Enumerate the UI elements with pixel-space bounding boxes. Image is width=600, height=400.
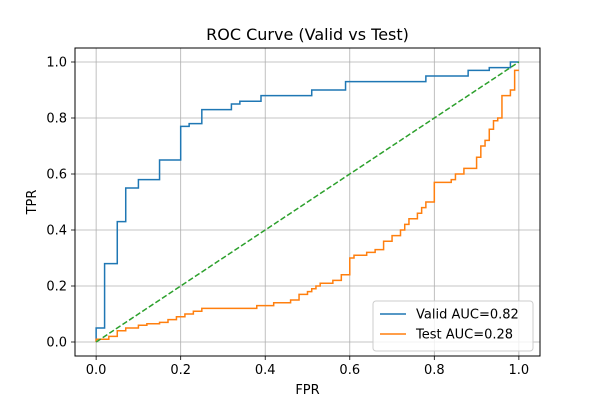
legend-label: Test AUC=0.28 [415, 328, 513, 343]
y-tick-label: 0.0 [46, 336, 67, 351]
y-tick-label: 0.8 [46, 112, 67, 127]
series-lines [95, 61, 520, 343]
x-tick-label: 0.8 [424, 363, 445, 378]
y-tick-label: 1.0 [46, 56, 67, 71]
axis-ticks: 0.0 0.2 0.4 0.6 0.8 1.0 0.0 0.2 0.4 0.6 0.8 1.0 [46, 56, 529, 379]
x-axis-label: FPR [295, 383, 319, 398]
x-tick-label: 0.0 [86, 363, 107, 378]
y-tick-label: 0.4 [46, 224, 67, 239]
x-tick-label: 0.4 [255, 363, 276, 378]
legend-box [372, 300, 534, 352]
plot-frame [74, 47, 541, 357]
chart-title: ROC Curve (Valid vs Test) [206, 25, 409, 44]
y-tick-label: 0.6 [46, 168, 67, 183]
series-line-valid [95, 61, 519, 342]
legend: Valid AUC=0.82 Test AUC=0.28 [372, 300, 534, 352]
x-tick-label: 0.6 [339, 363, 360, 378]
x-tick-label: 0.2 [170, 363, 191, 378]
legend-label: Valid AUC=0.82 [416, 308, 519, 323]
series-line-test [95, 69, 519, 342]
x-tick-label: 1.0 [509, 363, 530, 378]
y-tick-label: 0.2 [46, 280, 67, 295]
reference-diagonal-line [95, 61, 520, 343]
y-axis-label: TPR [25, 190, 40, 216]
